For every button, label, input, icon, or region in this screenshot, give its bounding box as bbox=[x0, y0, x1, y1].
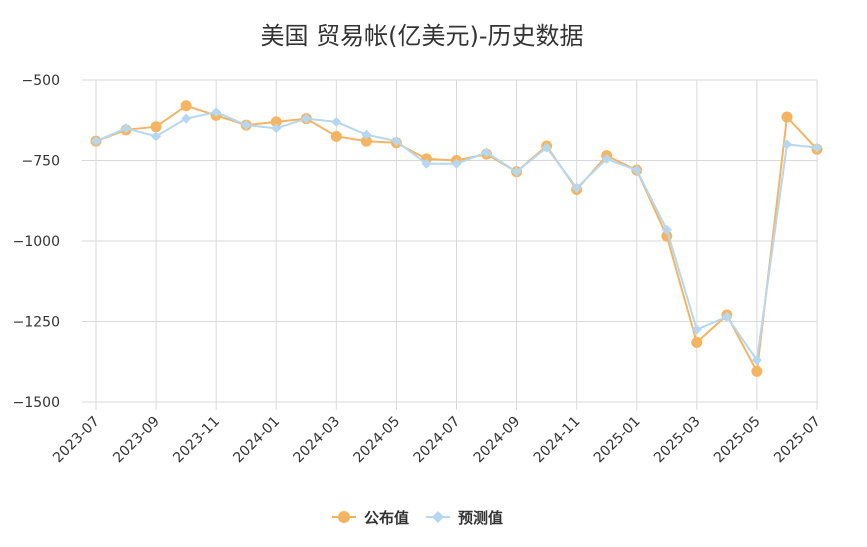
data-point[interactable] bbox=[181, 113, 192, 124]
data-point[interactable] bbox=[361, 129, 372, 140]
x-tick-label: 2024-07 bbox=[411, 414, 464, 467]
x-tick-label: 2024-05 bbox=[351, 414, 404, 467]
data-point[interactable] bbox=[781, 111, 793, 123]
data-point[interactable] bbox=[511, 166, 522, 177]
x-tick-label: 2024-09 bbox=[471, 414, 524, 467]
data-point[interactable] bbox=[360, 135, 372, 147]
legend-item[interactable]: 公布值 bbox=[332, 509, 409, 527]
data-point[interactable] bbox=[661, 224, 672, 235]
y-tick-label: −500 bbox=[22, 73, 60, 89]
x-tick-label: 2023-07 bbox=[50, 414, 103, 467]
data-point[interactable] bbox=[150, 121, 162, 133]
y-tick-label: −1000 bbox=[13, 234, 60, 250]
legend-diamond-marker bbox=[432, 511, 444, 523]
data-point[interactable] bbox=[241, 120, 252, 131]
y-tick-label: −1500 bbox=[13, 395, 60, 411]
legend-circle-marker bbox=[338, 511, 350, 523]
x-tick-label: 2024-03 bbox=[290, 414, 343, 467]
data-point[interactable] bbox=[331, 116, 342, 127]
data-point[interactable] bbox=[270, 116, 282, 128]
legend-label: 公布值 bbox=[364, 509, 409, 527]
y-tick-label: −750 bbox=[22, 154, 60, 170]
series-group bbox=[90, 100, 823, 377]
grid-lines bbox=[82, 79, 818, 410]
y-tick-label: −1250 bbox=[13, 315, 60, 331]
data-point[interactable] bbox=[211, 107, 222, 118]
data-point[interactable] bbox=[691, 336, 703, 348]
data-point[interactable] bbox=[481, 147, 492, 158]
data-point[interactable] bbox=[301, 113, 312, 124]
x-tick-label: 2025-05 bbox=[711, 414, 764, 467]
data-point[interactable] bbox=[751, 355, 762, 366]
data-point[interactable] bbox=[751, 365, 763, 377]
data-point[interactable] bbox=[421, 158, 432, 169]
x-tick-label: 2023-11 bbox=[170, 414, 223, 467]
data-point[interactable] bbox=[91, 136, 101, 147]
x-tick-label: 2024-11 bbox=[531, 414, 584, 467]
legend-item[interactable]: 预测值 bbox=[426, 509, 503, 527]
x-tick-label: 2025-01 bbox=[591, 414, 644, 467]
data-point[interactable] bbox=[541, 142, 552, 153]
data-point[interactable] bbox=[451, 158, 462, 169]
data-point[interactable] bbox=[271, 123, 282, 134]
x-axis: 2023-07 2023-09 2023-11 2024-01 2024-03 2024-… bbox=[50, 414, 824, 467]
data-point[interactable] bbox=[391, 136, 402, 147]
y-axis: −500 −750 −1000 −1250 −1500 bbox=[13, 73, 60, 411]
legend[interactable]: 公布值 预测值 bbox=[332, 509, 503, 527]
x-tick-label: 2025-03 bbox=[651, 414, 704, 467]
data-point[interactable] bbox=[721, 311, 732, 322]
data-point[interactable] bbox=[121, 123, 132, 134]
data-point[interactable] bbox=[571, 182, 582, 193]
chart-title: 美国 贸易帐(亿美元)-历史数据 bbox=[260, 22, 583, 50]
x-tick-label: 2023-09 bbox=[110, 414, 163, 467]
data-point[interactable] bbox=[601, 153, 612, 164]
data-point[interactable] bbox=[180, 100, 192, 112]
data-point[interactable] bbox=[330, 130, 342, 142]
legend-label: 预测值 bbox=[458, 509, 503, 527]
x-tick-label: 2024-01 bbox=[230, 414, 283, 467]
x-tick-label: 2025-07 bbox=[771, 414, 824, 467]
data-point[interactable] bbox=[631, 165, 642, 176]
data-point[interactable] bbox=[781, 139, 792, 150]
data-point[interactable] bbox=[812, 142, 822, 153]
data-point[interactable] bbox=[691, 324, 702, 335]
data-point[interactable] bbox=[151, 131, 162, 142]
